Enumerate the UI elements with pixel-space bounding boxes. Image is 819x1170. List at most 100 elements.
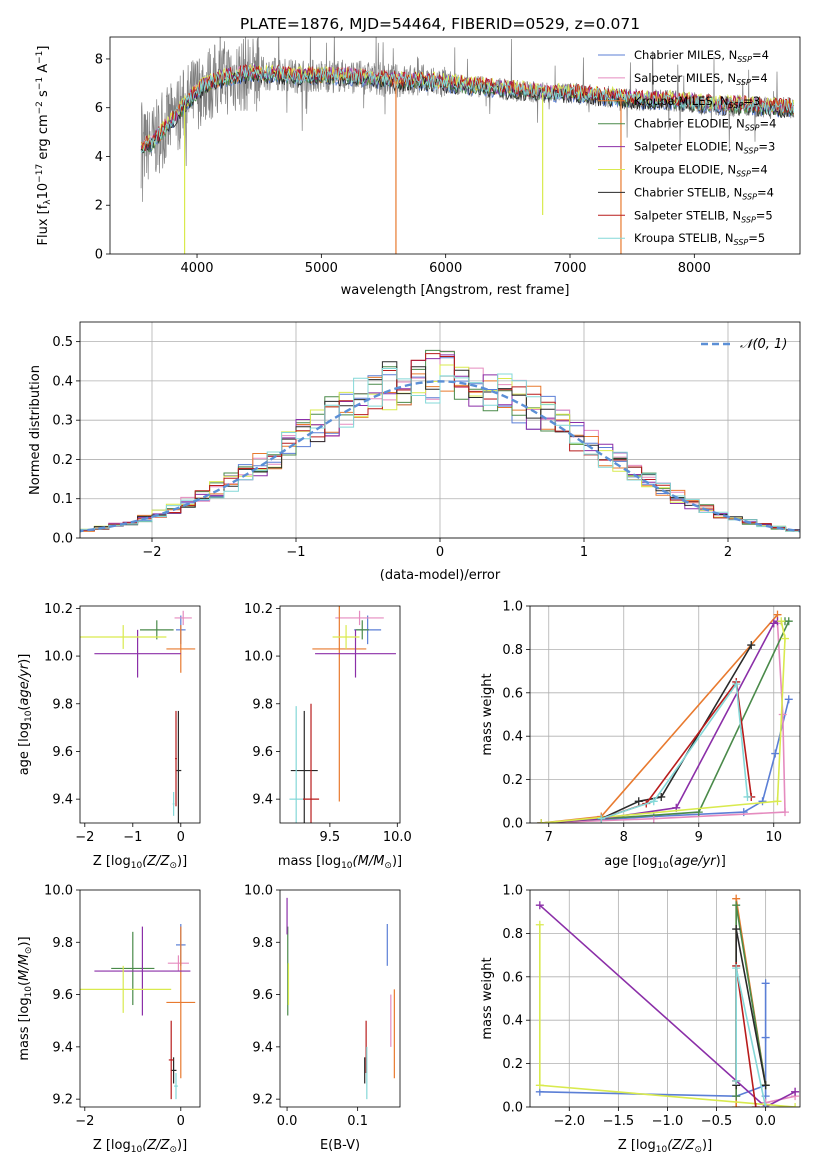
weight-line-ch_elodie	[541, 620, 791, 823]
y-axis-label: Flux [fλ10−17 erg cm−2 s−1 A−1]	[35, 46, 53, 246]
age-vs-mass-panel: 9.5 10.0 9.4 9.6 9.8 10.0 10.2 mass [log10(M/M⊙…	[244, 602, 412, 871]
x-tick-label: 0.0	[277, 1114, 298, 1129]
y-axis-label: Normed distribution	[28, 365, 43, 495]
y-tick-label: 0.0	[52, 532, 73, 547]
legend-entry: Kroupa MILES, NSSP=3	[634, 94, 760, 110]
weight-marker-sa_elodie	[791, 1087, 800, 1096]
y-tick-label: 1.0	[502, 884, 523, 899]
weight-line-ch_miles	[541, 699, 790, 823]
legend-entry: Salpeter ELODIE, NSSP=3	[634, 140, 775, 156]
normal-reference-curve	[80, 380, 800, 533]
residuals-panel: −2 −1 0 1 2 0.0 0.1 0.2 0.3 0.4 0.5 (data-model)/er…	[28, 321, 801, 583]
legend-entry: Chabrier STELIB, NSSP=4	[634, 185, 774, 201]
legend-entry: Kroupa ELODIE, NSSP=4	[634, 163, 768, 179]
x-tick-label: 8	[620, 830, 628, 845]
y-tick-label: 10.2	[244, 602, 273, 617]
weight-vs-age-panel: 7 8 9 10 0.0 0.2 0.4 0.6 0.8 1.0 age [log10(age/yr…	[480, 600, 801, 871]
x-axis-label: E(B-V)	[320, 1138, 360, 1153]
x-axis-label: mass [log10(M/M⊙)]	[278, 854, 402, 871]
y-tick-label: 9.4	[52, 793, 73, 808]
y-tick-label: 9.4	[252, 1040, 273, 1055]
weight-marker-ch_miles	[784, 695, 793, 704]
mass-vs-ebv-panel: 0.0 0.1 9.2 9.4 9.6 9.8 10.0 E(B-V)	[244, 884, 401, 1153]
x-axis-label: wavelength [Angstrom, rest frame]	[341, 283, 570, 298]
weight-marker-kr_stelib	[743, 792, 752, 801]
y-tick-label: 0.0	[502, 817, 523, 832]
weight-marker-kr_stelib	[761, 1103, 770, 1107]
weight-marker-kr_elodie	[773, 797, 782, 806]
y-tick-label: 9.6	[52, 745, 73, 760]
x-tick-label: −2	[75, 830, 94, 845]
plot-area	[80, 923, 196, 1100]
x-tick-label: −2.0	[553, 1114, 585, 1129]
weight-marker-sa_miles	[778, 710, 787, 719]
x-tick-label: 1	[580, 545, 588, 560]
x-tick-label: 6000	[429, 261, 462, 276]
weight-marker-kr_stelib	[597, 814, 606, 823]
weight-vs-metallicity-panel: −2.0 −1.5 −1.0 −0.5 0.0 0.0 0.2 0.4 0.6 0.8 1.0 Z […	[480, 884, 801, 1155]
x-axis-label: age [log10(age/yr)]	[604, 854, 726, 871]
y-tick-label: 9.6	[252, 745, 273, 760]
weight-marker-sa_miles	[781, 808, 789, 817]
y-tick-label: 10.0	[44, 650, 73, 665]
x-tick-label: −1.0	[652, 1114, 684, 1129]
y-tick-label: 0.2	[52, 453, 73, 468]
axes-frame	[79, 605, 201, 824]
y-tick-label: 9.4	[252, 793, 273, 808]
x-axis-label: Z [log10(Z/Z⊙)]	[93, 1138, 187, 1155]
y-tick-label: 9.8	[52, 697, 73, 712]
y-tick-label: 2	[95, 199, 103, 214]
x-tick-label: 2	[724, 545, 732, 560]
weight-marker-ch_miles	[758, 797, 767, 806]
x-tick-label: 10.0	[383, 830, 412, 845]
x-tick-label: 7	[545, 830, 553, 845]
weight-line-ch_stelib	[735, 928, 767, 1086]
x-tick-label: 0.1	[347, 1114, 368, 1129]
weight-marker-ch_elodie	[732, 901, 741, 910]
y-tick-label: 8	[95, 52, 103, 67]
plot-area	[289, 606, 396, 823]
y-tick-label: 0.1	[52, 492, 73, 507]
y-axis-label: mass weight	[480, 673, 495, 755]
weight-marker-sa_stelib	[751, 1103, 760, 1107]
legend: Chabrier MILES, NSSP=4 Salpeter MILES, NS…	[598, 48, 776, 247]
y-tick-label: 0.2	[502, 1057, 523, 1072]
y-tick-label: 1.0	[502, 600, 523, 615]
y-axis-label: mass weight	[480, 957, 495, 1039]
plot-area	[535, 894, 800, 1107]
legend-entry: Salpeter MILES, NSSP=4	[634, 71, 768, 87]
x-tick-label: −1	[123, 830, 142, 845]
y-axis-label: age [log10(age/yr)]	[17, 654, 34, 776]
weight-marker-ch_stelib	[657, 792, 666, 801]
weight-marker-kr_stelib	[732, 1076, 741, 1085]
y-tick-label: 0	[95, 248, 103, 263]
x-tick-label: 0	[177, 830, 185, 845]
model-spectrum-kr_stelib	[140, 66, 794, 154]
x-axis-label: (data-model)/error	[380, 568, 501, 583]
x-tick-label: −0.5	[701, 1114, 733, 1129]
y-axis-label: mass [log10(M/M⊙)]	[17, 936, 34, 1060]
y-tick-label: 9.8	[52, 936, 73, 951]
x-tick-label: 0	[436, 545, 444, 560]
y-tick-label: 0.4	[502, 1014, 523, 1029]
y-tick-label: 9.2	[252, 1093, 273, 1108]
weight-line-ch_miles	[539, 983, 767, 1098]
y-tick-label: 0.8	[502, 927, 523, 942]
weight-marker-kr_elodie	[535, 1081, 544, 1090]
y-tick-label: 0.2	[502, 773, 523, 788]
x-tick-label: −1	[286, 545, 305, 560]
weight-marker-kr_stelib	[732, 964, 741, 973]
legend-entry: 𝒩(0, 1)	[740, 337, 787, 352]
spectrum-panel: 4000 5000 6000 7000 8000 0 2 4 6 8 wavelength [Ang…	[35, 36, 801, 298]
axes-frame	[79, 889, 201, 1108]
plot-area	[80, 349, 800, 534]
y-tick-label: 10.0	[44, 884, 73, 899]
plot-area	[80, 610, 196, 823]
y-tick-label: 0.6	[502, 686, 523, 701]
weight-line-kr_elodie	[541, 621, 786, 823]
y-tick-label: 0.0	[502, 1101, 523, 1116]
weight-marker-ch_stelib	[732, 925, 741, 934]
x-tick-label: 8000	[678, 261, 711, 276]
axes-frame	[279, 605, 401, 824]
